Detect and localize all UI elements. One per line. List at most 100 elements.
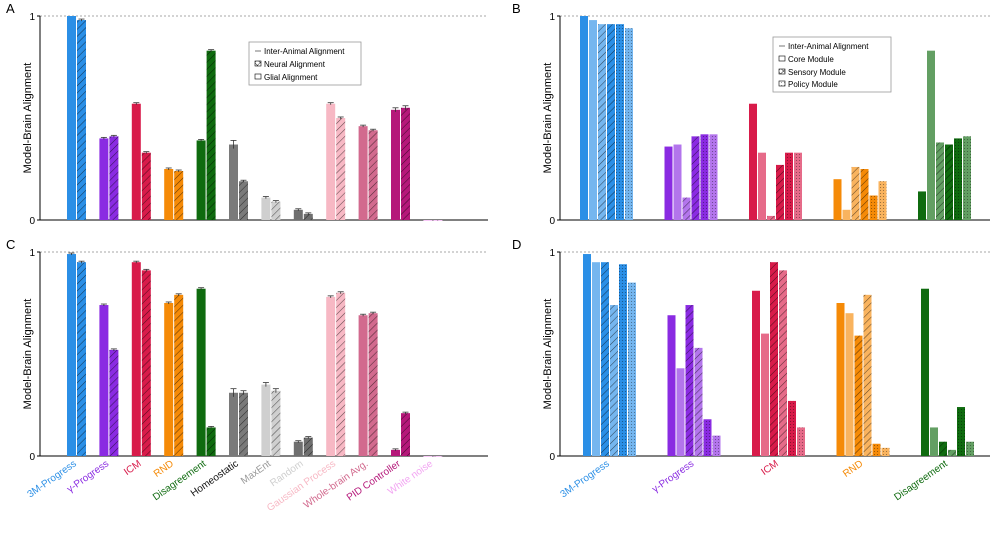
chart-panel-d: 0 1 Model-Brain Alignment 3M-Progress γ-Prog… — [542, 248, 990, 503]
bar-hatch — [239, 181, 248, 220]
bar-hatch — [271, 201, 281, 220]
bar — [196, 288, 206, 456]
bar-hatch — [174, 171, 184, 220]
bar — [833, 179, 842, 220]
category-label: Disagreement — [892, 458, 949, 503]
bar-dots — [963, 136, 971, 220]
bar-hatch — [767, 215, 775, 220]
bar — [752, 290, 760, 456]
bar-hatch — [77, 20, 86, 220]
legend-a: Inter-Animal Alignment Neural Alignment … — [248, 41, 362, 86]
bar-hatch — [174, 294, 184, 456]
y-tick-label: 1 — [549, 248, 555, 259]
bar — [164, 169, 174, 220]
bar — [845, 313, 854, 456]
category-label: ICM — [759, 458, 780, 478]
legend-a-swatch-neural — [254, 60, 262, 67]
bar — [583, 254, 591, 456]
bar-hatch — [401, 413, 410, 456]
bar — [67, 16, 76, 220]
bar — [261, 384, 271, 456]
bar — [391, 109, 400, 220]
bar-hatch — [303, 213, 313, 220]
bar — [842, 209, 851, 220]
legend-b: Inter-Animal Alignment Core Module Senso… — [772, 36, 892, 93]
bar — [676, 368, 685, 456]
bar-hatch — [206, 50, 216, 221]
bar-hatch — [206, 427, 216, 456]
bar — [667, 315, 676, 456]
y-tick-label: 0 — [29, 216, 35, 227]
bar — [673, 144, 682, 220]
bar — [836, 303, 845, 456]
bar — [229, 144, 238, 220]
bar — [67, 254, 76, 456]
bar-dots — [788, 400, 796, 456]
bar-hatch — [109, 136, 119, 220]
y-tick-label: 1 — [549, 12, 555, 23]
bar-hatch — [601, 262, 609, 456]
legend-b-swatch-core — [778, 55, 786, 62]
bar-hatch — [433, 220, 443, 221]
category-label: 3M-Progress — [559, 458, 612, 500]
legend-a-entry-glial: Glial Alignment — [264, 73, 318, 82]
bar-dots — [794, 152, 802, 220]
bar — [758, 152, 766, 220]
bar — [589, 20, 597, 220]
bar — [423, 456, 433, 457]
bar-dots — [785, 152, 793, 220]
bar-hatch — [939, 441, 947, 456]
bar-hatch — [336, 292, 346, 456]
bar-hatch — [863, 294, 872, 456]
bar — [358, 315, 368, 456]
bar — [580, 16, 588, 220]
bar — [293, 209, 303, 220]
legend-a-entry-inter-animal: Inter-Animal Alignment — [264, 47, 345, 56]
bar-hatch — [685, 305, 694, 456]
bar-dots — [878, 181, 887, 220]
bar-hatch — [945, 144, 953, 220]
legend-b-swatch-sensory — [778, 68, 786, 75]
bar-dots — [619, 264, 627, 456]
category-label: γ-Progress — [650, 458, 696, 495]
bar-dots — [957, 407, 965, 456]
y-tick-label: 0 — [549, 452, 555, 463]
bar-hatch — [779, 270, 787, 456]
bar-dots — [966, 441, 974, 456]
bar — [423, 220, 433, 221]
y-axis-label: Model-Brain Alignment — [542, 63, 554, 174]
bar — [749, 103, 757, 220]
bar-hatch — [368, 130, 378, 220]
bar-dots — [703, 419, 712, 456]
legend-a-entry-neural: Neural Alignment — [264, 60, 326, 69]
bar-hatch — [610, 305, 618, 456]
bar — [918, 191, 926, 220]
bar-hatch — [239, 392, 248, 456]
bar-hatch — [948, 449, 956, 456]
category-label: RND — [841, 458, 865, 479]
bar-hatch — [401, 107, 410, 220]
y-tick-label: 0 — [29, 452, 35, 463]
legend-b-entry-policy: Policy Module — [788, 80, 838, 89]
bar-hatch — [936, 142, 944, 220]
legend-b-entry-sensory: Sensory Module — [788, 68, 846, 77]
panel-label-d: D — [512, 237, 521, 252]
bar-dots — [712, 435, 721, 456]
y-axis-label: Model-Brain Alignment — [542, 299, 554, 410]
bar-hatch — [141, 152, 151, 220]
bar — [592, 262, 600, 456]
bar-hatch — [607, 24, 615, 220]
legend-b-frame — [772, 36, 892, 93]
bar-hatch — [694, 347, 703, 456]
y-tick-label: 1 — [29, 248, 35, 259]
bar-dots — [872, 443, 881, 456]
panel-label-b: B — [512, 1, 521, 16]
y-axis-label: Model-Brain Alignment — [22, 63, 34, 174]
bar — [391, 449, 400, 456]
legend-b-entry-core: Core Module — [788, 55, 834, 64]
bar — [326, 296, 336, 456]
bar — [921, 288, 929, 456]
bar — [164, 303, 174, 456]
